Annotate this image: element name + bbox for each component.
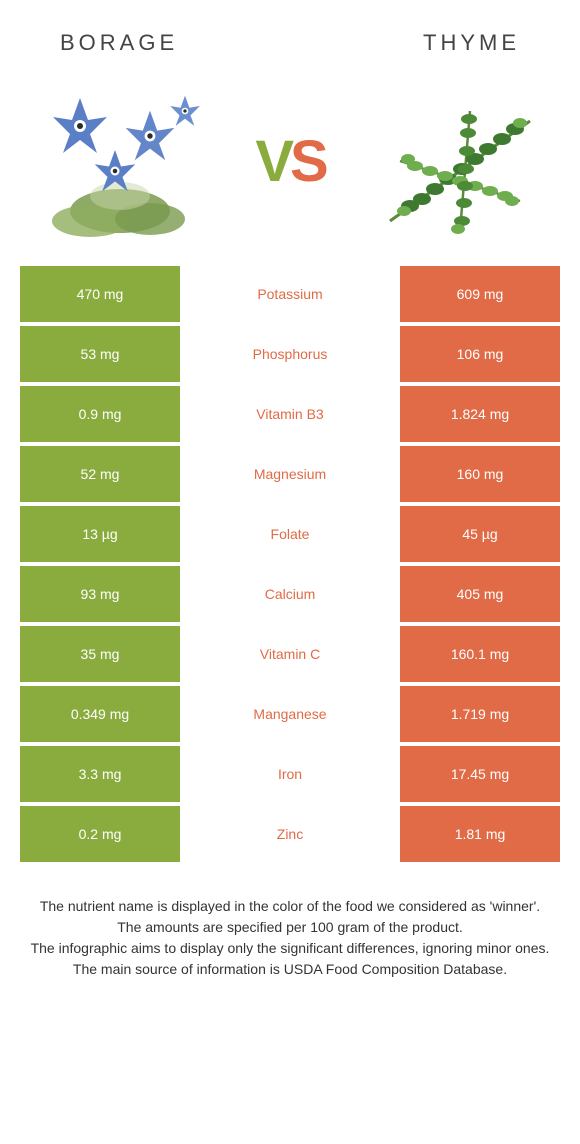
vs-v: V — [255, 129, 290, 194]
left-value: 0.9 mg — [20, 386, 180, 442]
vs-s: S — [290, 129, 325, 194]
right-value: 405 mg — [400, 566, 560, 622]
right-value: 45 µg — [400, 506, 560, 562]
left-value: 35 mg — [20, 626, 180, 682]
nutrient-label: Vitamin C — [180, 626, 400, 682]
left-value: 53 mg — [20, 326, 180, 382]
comparison-table: 470 mgPotassium609 mg53 mgPhosphorus106 … — [0, 266, 580, 862]
table-row: 0.9 mgVitamin B31.824 mg — [20, 386, 560, 442]
footnote: The nutrient name is displayed in the co… — [0, 866, 580, 980]
table-row: 35 mgVitamin C160.1 mg — [20, 626, 560, 682]
right-value: 1.719 mg — [400, 686, 560, 742]
header: BORAGE THYME — [0, 0, 580, 76]
left-value: 3.3 mg — [20, 746, 180, 802]
borage-image — [20, 81, 220, 241]
left-title: BORAGE — [60, 30, 178, 56]
footnote-line: The main source of information is USDA F… — [20, 959, 560, 980]
left-value: 0.2 mg — [20, 806, 180, 862]
footnote-line: The nutrient name is displayed in the co… — [20, 896, 560, 917]
right-value: 160.1 mg — [400, 626, 560, 682]
vs-label: VS — [255, 128, 324, 195]
nutrient-label: Manganese — [180, 686, 400, 742]
nutrient-label: Magnesium — [180, 446, 400, 502]
table-row: 470 mgPotassium609 mg — [20, 266, 560, 322]
left-value: 0.349 mg — [20, 686, 180, 742]
nutrient-label: Folate — [180, 506, 400, 562]
left-value: 13 µg — [20, 506, 180, 562]
table-row: 0.349 mgManganese1.719 mg — [20, 686, 560, 742]
left-value: 52 mg — [20, 446, 180, 502]
right-value: 17.45 mg — [400, 746, 560, 802]
nutrient-label: Iron — [180, 746, 400, 802]
table-row: 52 mgMagnesium160 mg — [20, 446, 560, 502]
nutrient-label: Vitamin B3 — [180, 386, 400, 442]
right-value: 1.81 mg — [400, 806, 560, 862]
nutrient-label: Zinc — [180, 806, 400, 862]
images-row: VS — [0, 76, 580, 266]
table-row: 53 mgPhosphorus106 mg — [20, 326, 560, 382]
left-value: 93 mg — [20, 566, 180, 622]
right-value: 1.824 mg — [400, 386, 560, 442]
table-row: 3.3 mgIron17.45 mg — [20, 746, 560, 802]
footnote-line: The infographic aims to display only the… — [20, 938, 560, 959]
right-value: 160 mg — [400, 446, 560, 502]
left-value: 470 mg — [20, 266, 180, 322]
thyme-image — [360, 81, 560, 241]
table-row: 93 mgCalcium405 mg — [20, 566, 560, 622]
nutrient-label: Potassium — [180, 266, 400, 322]
table-row: 0.2 mgZinc1.81 mg — [20, 806, 560, 862]
right-title: THYME — [423, 30, 520, 56]
right-value: 106 mg — [400, 326, 560, 382]
table-row: 13 µgFolate45 µg — [20, 506, 560, 562]
footnote-line: The amounts are specified per 100 gram o… — [20, 917, 560, 938]
nutrient-label: Calcium — [180, 566, 400, 622]
nutrient-label: Phosphorus — [180, 326, 400, 382]
right-value: 609 mg — [400, 266, 560, 322]
